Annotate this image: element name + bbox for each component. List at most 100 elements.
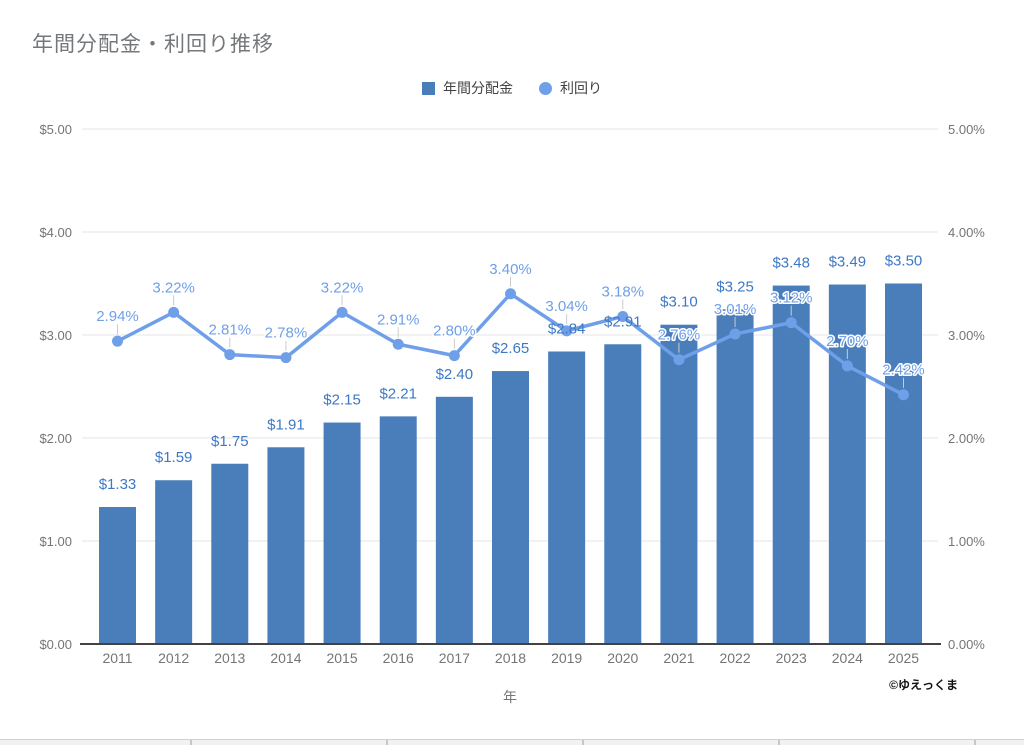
yield-point-2017[interactable] <box>448 350 460 362</box>
x-axis-year-label: 2014 <box>270 650 301 666</box>
yield-value-label-2018: 3.40% <box>489 261 532 278</box>
x-axis-year-label: 2017 <box>439 650 470 666</box>
left-axis-tick-label: $2.00 <box>39 431 72 446</box>
yield-value-label-2014: 2.78% <box>265 325 308 342</box>
table-edge-strip <box>0 739 1024 745</box>
left-axis-tick-label: $4.00 <box>39 225 72 240</box>
bar-2017[interactable] <box>435 396 473 644</box>
x-axis-year-label: 2015 <box>326 650 357 666</box>
x-axis-year-label: 2025 <box>888 650 919 666</box>
right-axis-tick-label: 3.00% <box>948 328 985 343</box>
bar-value-label-2025: $3.50 <box>885 253 923 270</box>
yield-value-label-2022: 3.01% <box>714 301 757 318</box>
yield-point-2018[interactable] <box>505 288 516 300</box>
x-axis-year-label: 2013 <box>214 650 245 666</box>
right-axis-tick-label: 5.00% <box>948 122 985 137</box>
right-axis-tick-label: 4.00% <box>948 225 985 240</box>
right-axis-tick-label: 0.00% <box>948 637 985 652</box>
bar-value-label-2021: $3.10 <box>660 294 698 311</box>
bar-2015[interactable] <box>323 422 361 644</box>
yield-value-label-2023: 3.12% <box>770 290 813 307</box>
bar-value-label-2019: $2.84 <box>548 320 586 337</box>
bar-value-label-2013: $1.75 <box>211 433 249 450</box>
right-axis-tick-label: 2.00% <box>948 431 985 446</box>
chart-title: 年間分配金・利回り推移 <box>32 33 274 56</box>
x-axis-year-label: 2011 <box>102 650 132 666</box>
yield-point-2013[interactable] <box>224 349 236 361</box>
x-axis-year-label: 2021 <box>663 650 694 666</box>
yield-point-2014[interactable] <box>280 352 292 364</box>
yield-point-2020[interactable] <box>617 310 629 322</box>
yield-point-2021[interactable] <box>673 354 685 366</box>
yield-value-label-2020: 3.18% <box>602 283 645 300</box>
legend-label-dividend: 年間分配金 <box>443 80 513 96</box>
right-axis-tick-label: 1.00% <box>948 534 985 549</box>
yield-point-2016[interactable] <box>392 338 404 350</box>
bar-2020[interactable] <box>604 344 642 644</box>
bar-2022[interactable] <box>716 309 754 644</box>
bar-value-label-2024: $3.49 <box>829 254 867 271</box>
bar-value-label-2020: $2.91 <box>604 313 642 330</box>
yield-point-2024[interactable] <box>841 360 853 372</box>
bar-2023[interactable] <box>772 285 810 644</box>
yield-point-2015[interactable] <box>336 306 348 318</box>
yield-point-2019[interactable] <box>561 325 573 337</box>
bar-2016[interactable] <box>379 416 417 644</box>
x-axis-year-label: 2020 <box>607 650 638 666</box>
yield-point-2022[interactable] <box>729 328 741 340</box>
x-axis-year-label: 2023 <box>776 650 807 666</box>
left-axis-tick-label: $0.00 <box>39 637 72 652</box>
bar-value-label-2018: $2.65 <box>492 340 530 357</box>
bar-2025[interactable] <box>885 283 922 645</box>
bar-2014[interactable] <box>267 447 305 644</box>
legend-label-yield: 利回り <box>560 80 602 96</box>
yield-value-label-2025: 2.42% <box>882 362 925 379</box>
x-axis-year-label: 2022 <box>719 650 750 666</box>
bar-series-swatch-icon <box>422 81 435 95</box>
chart-legend: 年間分配金 利回り <box>0 78 1024 98</box>
yield-value-label-2017: 2.80% <box>433 323 476 340</box>
bar-2012[interactable] <box>155 480 193 644</box>
bar-2013[interactable] <box>211 463 249 644</box>
x-axis-year-label: 2018 <box>495 650 526 666</box>
legend-item-yield[interactable]: 利回り <box>539 78 602 98</box>
bar-value-label-2016: $2.21 <box>379 385 417 402</box>
yield-point-2011[interactable] <box>112 335 123 347</box>
yield-value-label-2019: 3.04% <box>545 298 588 315</box>
yield-value-label-2015: 3.22% <box>321 279 364 296</box>
yield-point-2025[interactable] <box>898 389 909 401</box>
bar-value-label-2022: $3.25 <box>716 278 754 295</box>
yield-value-label-2024: 2.70% <box>826 333 869 350</box>
bar-2021[interactable] <box>660 324 698 644</box>
left-axis-tick-label: $5.00 <box>39 122 72 137</box>
x-axis-year-label: 2019 <box>551 650 582 666</box>
x-axis-year-label: 2024 <box>832 650 863 666</box>
line-series-swatch-icon <box>539 81 552 95</box>
bar-2019[interactable] <box>548 351 586 644</box>
bar-value-label-2023: $3.48 <box>772 255 810 272</box>
bar-value-label-2017: $2.40 <box>436 366 474 383</box>
bar-value-label-2015: $2.15 <box>323 392 361 409</box>
x-axis-year-label: 2012 <box>158 650 189 666</box>
bar-2024[interactable] <box>828 284 866 644</box>
bar-2011[interactable] <box>99 507 136 644</box>
bar-value-label-2011: $1.33 <box>99 476 137 493</box>
watermark: ©ゆえっくま <box>889 678 958 692</box>
bar-value-label-2012: $1.59 <box>155 449 193 466</box>
x-axis-year-label: 2016 <box>383 650 414 666</box>
yield-value-label-2016: 2.91% <box>377 311 420 328</box>
x-axis-title: 年 <box>503 689 517 705</box>
yield-value-label-2021: 2.76% <box>658 327 701 344</box>
yield-value-label-2011: 2.94% <box>96 308 139 325</box>
left-axis-tick-label: $3.00 <box>39 328 72 343</box>
yield-value-label-2013: 2.81% <box>209 322 252 339</box>
bar-2018[interactable] <box>492 371 529 644</box>
yield-point-2023[interactable] <box>785 317 797 329</box>
left-axis-tick-label: $1.00 <box>39 534 72 549</box>
yield-value-label-2012: 3.22% <box>152 279 195 296</box>
bar-value-label-2014: $1.91 <box>267 416 305 433</box>
legend-item-dividend[interactable]: 年間分配金 <box>422 78 513 98</box>
yield-point-2012[interactable] <box>168 306 180 318</box>
